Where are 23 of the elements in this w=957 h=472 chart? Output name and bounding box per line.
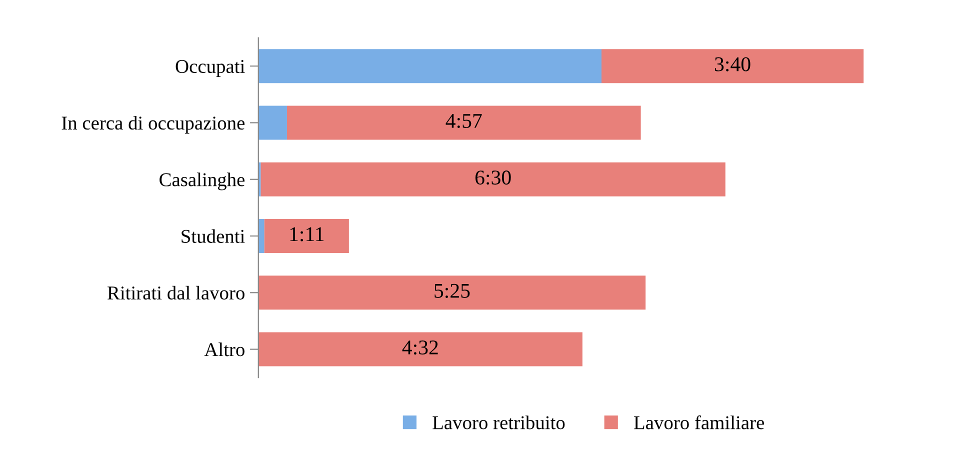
bar xyxy=(258,332,582,366)
y-tick-label: Ritirati dal lavoro xyxy=(108,286,244,300)
y-tick-label: Altro xyxy=(204,342,244,356)
legend-label: Lavoro retribuito xyxy=(432,416,565,430)
bar xyxy=(286,106,641,140)
bar xyxy=(258,106,287,140)
bar xyxy=(260,162,726,196)
bar xyxy=(258,276,646,310)
bar xyxy=(258,219,264,253)
data-label: 4:57 xyxy=(446,114,482,128)
y-tick-label: Studenti xyxy=(182,229,245,243)
data-label: 4:32 xyxy=(402,340,438,355)
y-tick-label: In cerca di occupazione xyxy=(62,116,245,134)
y-tick-label: Occupati xyxy=(176,60,245,77)
bar xyxy=(602,49,864,84)
data-label: 6:30 xyxy=(475,170,511,185)
legend-label: Lavoro familiare xyxy=(634,415,764,430)
data-label: 1:11 xyxy=(290,227,324,242)
bar xyxy=(258,49,602,84)
data-label: 5:25 xyxy=(434,284,470,298)
bar xyxy=(264,219,349,253)
y-tick-label: Casalinghe xyxy=(160,172,245,190)
data-label: 3:40 xyxy=(715,57,750,72)
